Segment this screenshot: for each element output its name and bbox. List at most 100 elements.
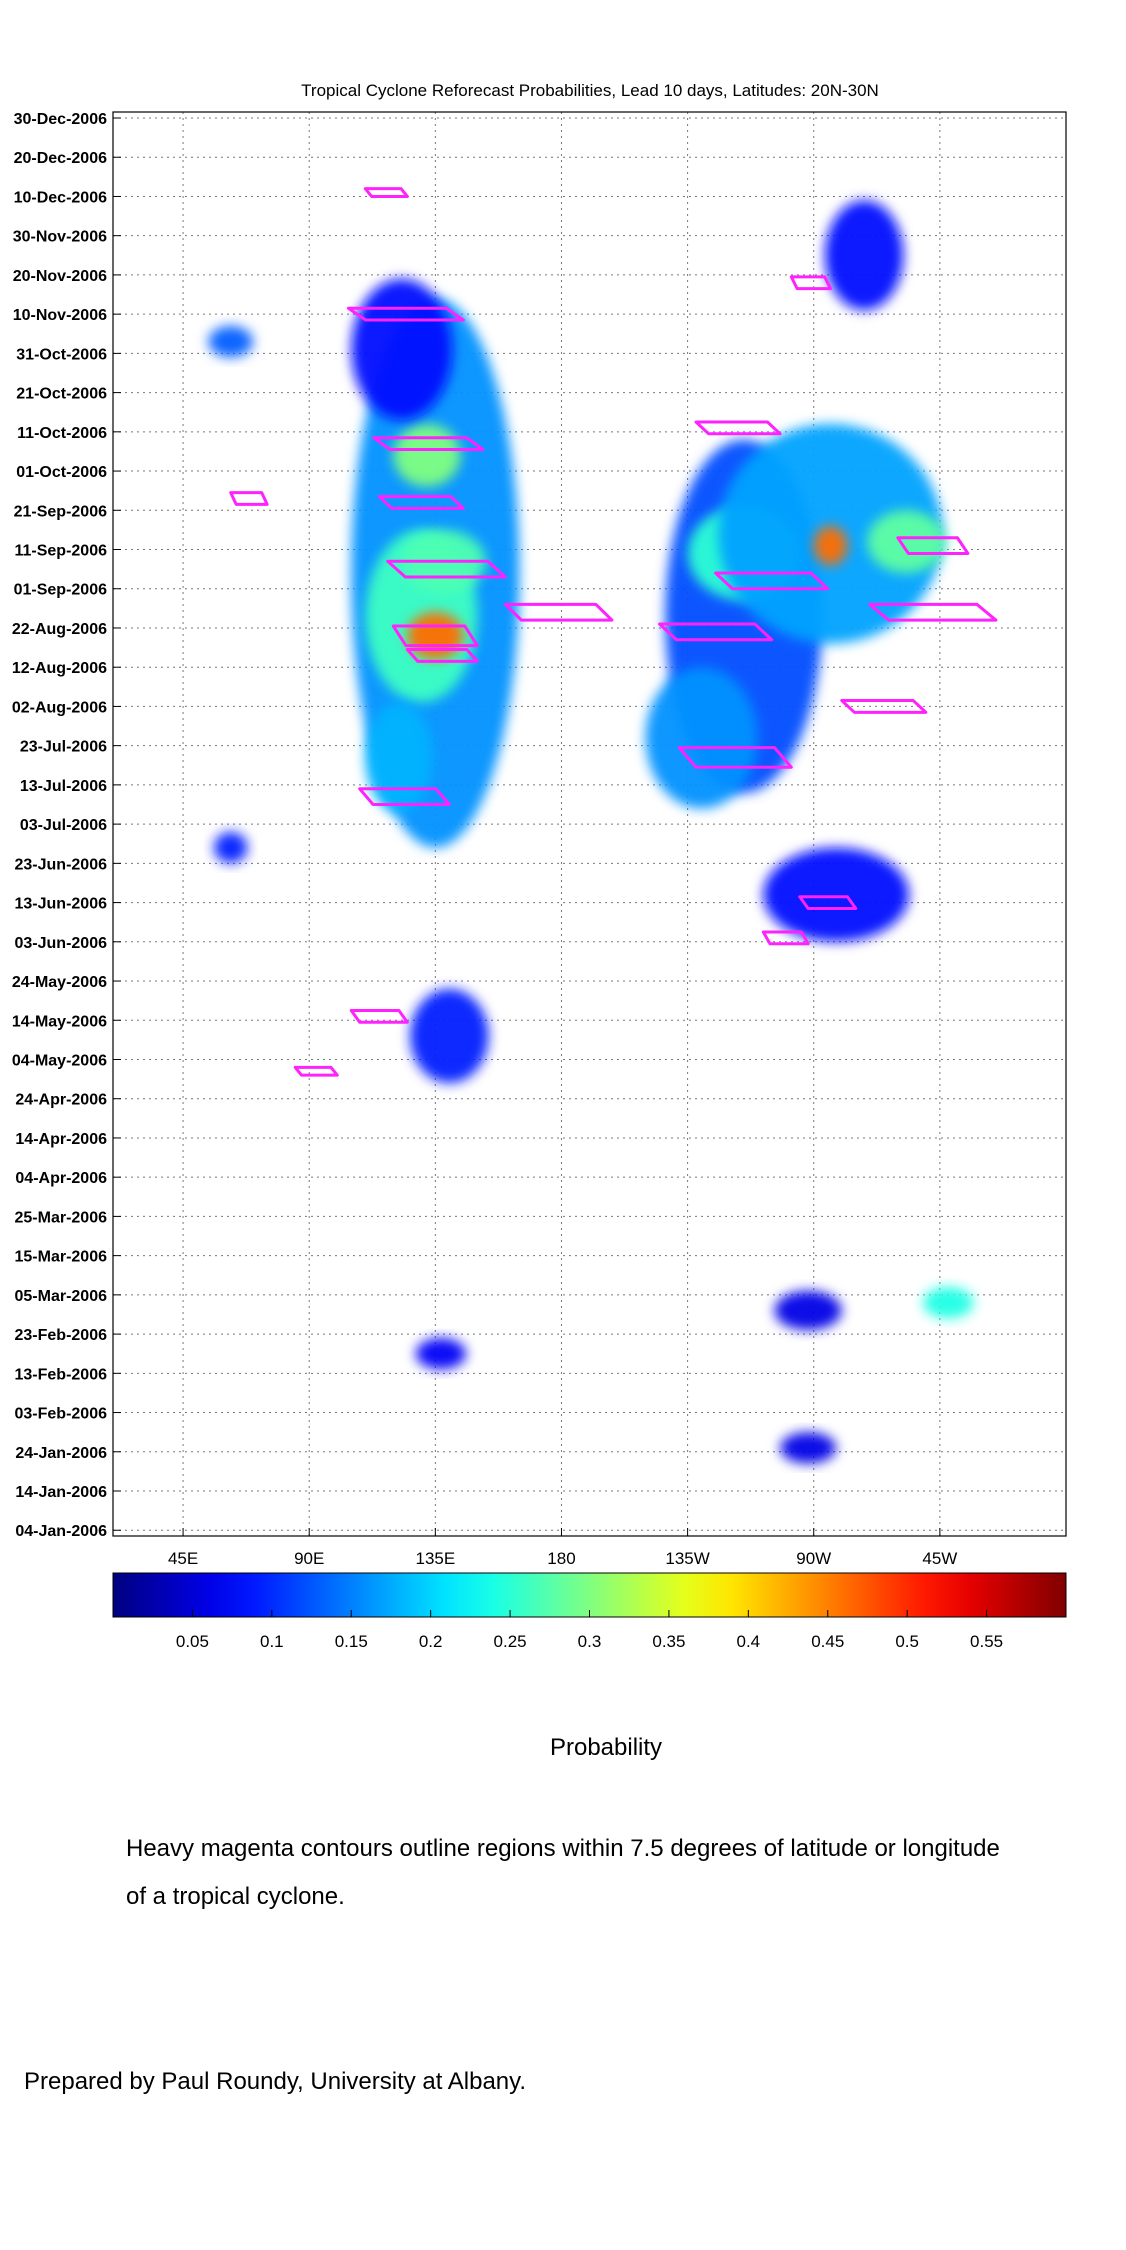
cyclone-contour [503,602,614,622]
x-tick-label: 180 [547,1549,575,1568]
x-axis: 45E 90E 135E 180 135W 90W 45W [168,1528,957,1568]
y-tick-label: 01-Oct-2006 [16,464,107,481]
probability-blob [208,325,254,358]
cyclone-contours [229,187,998,1077]
colorbar-tick-label: 0.2 [419,1632,443,1651]
cyclone-contour [229,491,269,506]
probability-blob [393,423,461,487]
y-tick-label: 21-Oct-2006 [16,386,107,403]
cyclone-contour [868,602,998,622]
colorbar-tick-label: 0.05 [176,1632,209,1651]
probability-blob [645,667,758,809]
colorbar-tick-label: 0.35 [652,1632,685,1651]
y-tick-label: 04-Apr-2006 [15,1170,107,1187]
y-tick-label: 14-Jan-2006 [15,1484,107,1501]
colorbar-tick-label: 0.45 [811,1632,844,1651]
cyclone-contour [761,930,810,946]
cyclone-contour [840,699,928,714]
cyclone-contour [377,495,465,510]
colorbar-tick-label: 0.1 [260,1632,284,1651]
probability-blob [824,200,904,311]
y-tick-label: 24-May-2006 [12,974,107,991]
colorbar-label: Probability [550,1734,662,1761]
colorbar-tick-label: 0.25 [494,1632,527,1651]
probability-blob [415,1338,467,1370]
cyclone-contour [346,306,465,322]
colorbar-tick-label: 0.15 [335,1632,368,1651]
y-tick-label: 02-Aug-2006 [12,699,107,716]
y-tick-label: 11-Sep-2006 [14,543,107,560]
x-tick-label: 45W [922,1549,957,1568]
colorbar-ticks: 0.05 0.1 0.15 0.2 0.25 0.3 0.35 0.4 0.45 0.5 0.55 [176,1610,1003,1651]
x-tick-label: 135W [665,1549,709,1568]
y-tick-label: 01-Sep-2006 [14,582,107,599]
chart-title: Tropical Cyclone Reforecast Probabilitie… [301,81,879,100]
y-axis: 04-Jan-2006 14-Jan-2006 24-Jan-2006 03-Feb-… [12,111,121,1540]
cyclone-contour [405,648,479,663]
cyclone-contour [658,622,774,642]
colorbar-tick-label: 0.55 [970,1632,1003,1651]
cyclone-contour [386,559,507,579]
cyclone-contour [391,624,479,648]
y-tick-label: 21-Sep-2006 [14,503,107,520]
y-tick-label: 12-Aug-2006 [12,660,107,677]
colorbar-tick-label: 0.4 [737,1632,761,1651]
contour-note: Heavy magenta contours outline regions w… [126,1835,1000,1910]
y-tick-label: 30-Dec-2006 [14,111,108,128]
cyclone-contour [896,536,970,555]
y-tick-label: 20-Nov-2006 [13,268,107,285]
y-tick-label: 23-Feb-2006 [15,1327,108,1344]
y-tick-label: 20-Dec-2006 [14,150,108,167]
y-tick-label: 10-Nov-2006 [13,307,107,324]
y-tick-label: 13-Feb-2006 [15,1366,108,1383]
probability-blob [763,847,910,942]
y-tick-label: 04-May-2006 [12,1052,107,1069]
credit-note: Prepared by Paul Roundy, University at A… [24,2068,527,2095]
cyclone-contour [714,571,830,591]
y-tick-label: 24-Apr-2006 [15,1092,107,1109]
y-tick-label: 30-Nov-2006 [13,229,107,246]
y-tick-label: 22-Aug-2006 [12,621,107,638]
y-tick-label: 11-Oct-2006 [17,425,107,442]
probability-blob [813,525,848,566]
probability-blob [774,1290,842,1331]
y-tick-label: 03-Jul-2006 [20,817,107,834]
probability-blob [780,1432,837,1464]
y-tick-label: 14-Apr-2006 [15,1131,107,1148]
cyclone-contour [358,787,451,807]
probability-blob [866,510,946,574]
y-tick-label: 10-Dec-2006 [14,189,108,206]
probability-blob [923,1287,974,1319]
y-tick-label: 31-Oct-2006 [16,346,107,363]
y-tick-label: 03-Jun-2006 [15,935,108,952]
colorbar-tick-label: 0.3 [578,1632,602,1651]
cyclone-contour [694,420,782,436]
cyclone-contour [363,187,409,198]
cyclone-contour [372,436,485,451]
y-tick-label: 24-Jan-2006 [15,1445,107,1462]
cyclone-contour [798,895,858,910]
y-tick-label: 23-Jul-2006 [20,739,107,756]
cyclone-contour [677,746,793,769]
probability-blob [365,702,433,813]
probability-blob [407,612,464,660]
colorbar [112,1572,1067,1618]
cyclone-contour [789,275,833,291]
y-tick-label: 14-May-2006 [12,1013,107,1030]
probability-blob [213,831,248,864]
x-tick-label: 90E [294,1549,324,1568]
colorbar-tick-label: 0.5 [895,1632,919,1651]
y-tick-label: 13-Jun-2006 [15,896,108,913]
y-tick-label: 23-Jun-2006 [15,856,108,873]
probability-blob [351,278,453,421]
cyclone-contour [349,1008,409,1024]
y-tick-label: 05-Mar-2006 [15,1288,108,1305]
cyclone-contour [293,1065,339,1077]
x-tick-label: 135E [415,1549,455,1568]
y-tick-label: 04-Jan-2006 [15,1523,107,1540]
probability-blob [410,988,489,1084]
x-tick-label: 90W [796,1549,831,1568]
plot-background [113,112,1066,1536]
y-tick-label: 03-Feb-2006 [15,1406,108,1423]
